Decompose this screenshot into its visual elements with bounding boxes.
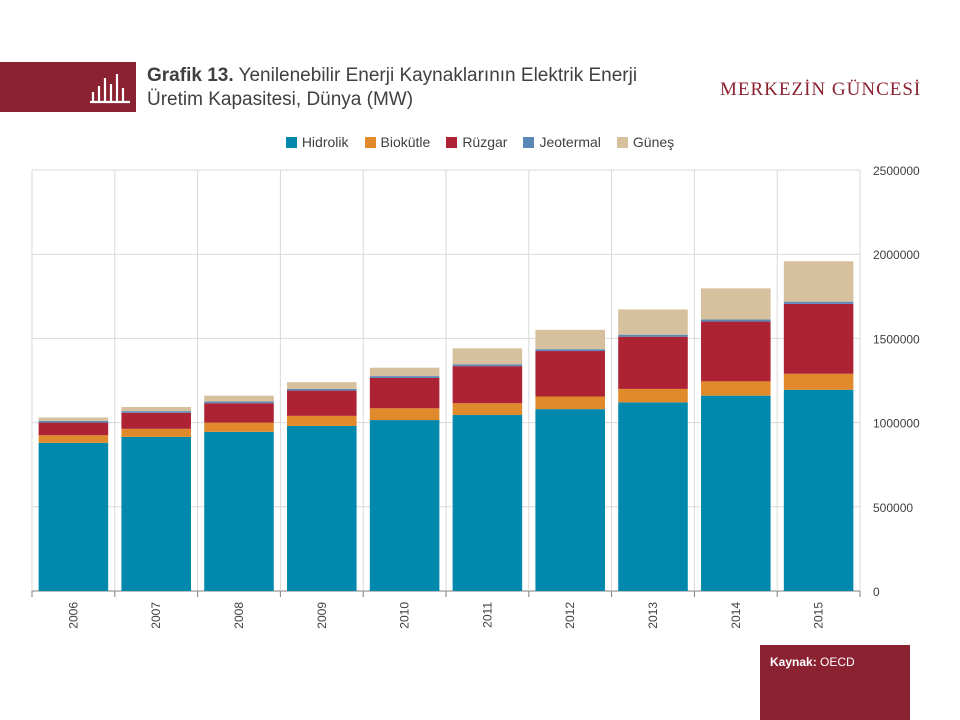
bar-segment-hidrolik <box>618 402 688 591</box>
bar-segment-güneş <box>618 309 688 335</box>
bar-segment-hidrolik <box>701 395 771 591</box>
bar-segment-hidrolik <box>121 436 191 591</box>
legend-item-2: Rüzgar <box>446 134 507 150</box>
bar-segment-jeotermal <box>452 364 523 367</box>
x-tick-label: 2007 <box>149 602 163 629</box>
bar-segment-jeotermal <box>783 301 854 304</box>
x-tick-label: 2013 <box>646 602 660 629</box>
legend-swatch <box>616 136 628 148</box>
bar-segment-hidrolik <box>452 415 523 591</box>
legend-swatch <box>446 136 458 148</box>
x-tick-label: 2015 <box>812 602 826 629</box>
bar-segment-biokütle <box>38 435 109 443</box>
bar-segment-biokütle <box>701 381 771 396</box>
bar-segment-jeotermal <box>204 401 274 404</box>
bar-segment-rüzgar <box>701 321 771 382</box>
x-tick-label: 2009 <box>315 602 329 629</box>
y-tick-label: 1000000 <box>873 417 920 431</box>
x-tick-label: 2010 <box>398 602 412 629</box>
bar-segment-rüzgar <box>369 377 440 409</box>
brand-name: MERKEZİN GÜNCESİ <box>720 79 922 100</box>
x-tick-label: 2006 <box>66 602 80 629</box>
x-tick-label: 2014 <box>729 602 743 629</box>
bar-segment-güneş <box>121 406 191 412</box>
legend-swatch <box>285 136 297 148</box>
bar-segment-rüzgar <box>535 351 605 397</box>
legend-swatch <box>523 136 535 148</box>
bar-segment-jeotermal <box>535 349 605 352</box>
source-value: OECD <box>816 655 855 669</box>
chart-title-text: Yenilenebilir Enerji Kaynaklarının Elekt… <box>147 65 638 110</box>
bar-segment-jeotermal <box>701 319 771 322</box>
stacked-bar-chart: 0 500000 1000000 1500000 2000000 2500000 2006 2… <box>31 164 920 629</box>
bar-segment-rüzgar <box>121 412 191 429</box>
source-label: Kaynak: <box>770 655 817 669</box>
bar-segment-rüzgar <box>783 303 854 374</box>
bar-segment-biokütle <box>121 428 191 437</box>
bar-segment-hidrolik <box>287 425 357 591</box>
bar-segment-güneş <box>38 417 109 421</box>
legend-item-4: Güneş <box>616 134 675 150</box>
bar-segment-biokütle <box>618 388 688 403</box>
bar-segment-rüzgar <box>204 403 274 423</box>
bar-segment-biokütle <box>287 415 357 426</box>
bar-segment-güneş <box>701 288 771 320</box>
chart-title-number: Grafik 13. <box>147 65 234 86</box>
source-note: Kaynak: OECD <box>770 655 855 669</box>
legend-item-1: Biokütle <box>364 134 431 150</box>
x-tick-label: 2008 <box>232 602 246 629</box>
x-tick-label: 2012 <box>563 602 577 629</box>
legend-item-0: Hidrolik <box>285 134 349 150</box>
bar-segment-güneş <box>535 329 605 350</box>
bar-segment-güneş <box>369 367 440 377</box>
legend-label: Hidrolik <box>301 134 349 150</box>
y-tick-label: 2000000 <box>873 248 920 262</box>
bar-segment-hidrolik <box>783 389 854 591</box>
bar-segment-biokütle <box>452 403 523 416</box>
bar-segment-jeotermal <box>369 376 440 378</box>
bar-segment-hidrolik <box>369 420 440 591</box>
legend-label: Güneş <box>632 134 675 150</box>
bar-segment-jeotermal <box>121 411 191 413</box>
bar-segment-hidrolik <box>204 431 274 591</box>
legend-label: Rüzgar <box>462 134 508 150</box>
bar-segment-biokütle <box>369 408 440 421</box>
bar-segment-hidrolik <box>38 442 109 591</box>
bar-chart-icon <box>90 74 130 104</box>
bar-segment-güneş <box>452 348 523 365</box>
y-tick-label: 2500000 <box>873 164 920 178</box>
source-box: Kaynak: OECD <box>760 645 910 720</box>
legend-label: Biokütle <box>380 134 431 150</box>
bar-segment-biokütle <box>783 373 854 390</box>
bar-segment-rüzgar <box>38 422 109 436</box>
y-tick-label: 1500000 <box>873 332 920 346</box>
y-tick-label: 0 <box>873 585 880 599</box>
bar-segment-rüzgar <box>618 336 688 389</box>
bar-segment-güneş <box>783 261 854 302</box>
bar-segment-güneş <box>204 395 274 402</box>
bar-segment-rüzgar <box>287 390 357 416</box>
y-tick-label: 500000 <box>873 501 913 515</box>
bar-segment-hidrolik <box>535 409 605 591</box>
legend-item-3: Jeotermal <box>523 134 601 150</box>
legend-swatch <box>364 136 376 148</box>
bar-segment-jeotermal <box>618 334 688 337</box>
bar-segment-güneş <box>287 382 357 389</box>
bar-segment-biokütle <box>535 396 605 410</box>
chart-title: Grafik 13. Yenilenebilir Enerji Kaynakla… <box>147 64 687 112</box>
bar-segment-jeotermal <box>287 388 357 391</box>
bar-segment-jeotermal <box>38 420 109 423</box>
chart-legend: Hidrolik Biokütle Rüzgar Jeotermal Güneş <box>0 134 960 150</box>
bar-segment-rüzgar <box>452 366 523 404</box>
x-tick-label: 2011 <box>480 602 494 628</box>
legend-label: Jeotermal <box>539 134 601 150</box>
bar-segment-biokütle <box>204 422 274 432</box>
header-accent-bar <box>0 62 136 112</box>
